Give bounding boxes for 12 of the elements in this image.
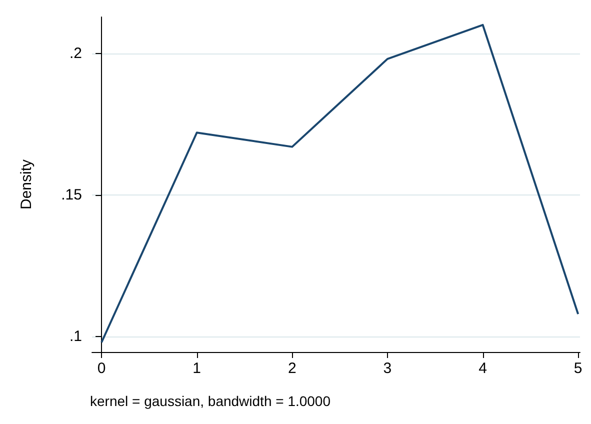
text: kernel = gaussian, bandwidth = 1.0000 <box>90 393 331 409</box>
y-axis-title: Density <box>18 159 35 210</box>
x-tick-label: 4 <box>478 360 487 377</box>
line-series <box>100 24 580 344</box>
x-tick-label: 1 <box>192 360 202 377</box>
y-tick-label: .2 <box>69 44 82 62</box>
x-tick-label: 5 <box>574 360 582 377</box>
x-tick-label: 0 <box>97 360 106 377</box>
x-tick-label: 3 <box>383 360 392 377</box>
y-tick-label: .15 <box>61 186 82 204</box>
x-tick-label: 2 <box>288 360 296 377</box>
y-tick-label: .1 <box>69 328 82 346</box>
